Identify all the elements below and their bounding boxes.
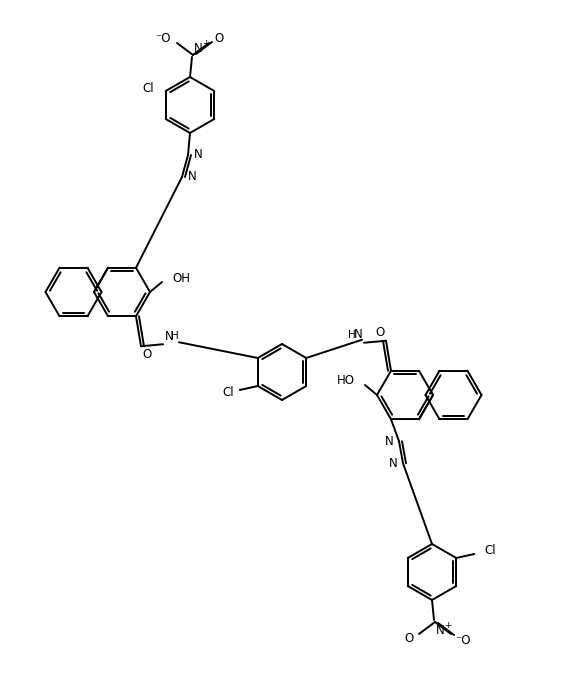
- Text: +: +: [202, 40, 210, 48]
- Text: O: O: [404, 632, 414, 644]
- Text: N: N: [389, 456, 397, 470]
- Text: H: H: [348, 329, 356, 340]
- Text: Cl: Cl: [484, 544, 496, 556]
- Text: ⁻O: ⁻O: [455, 634, 471, 646]
- Text: O: O: [142, 348, 152, 361]
- Text: N: N: [353, 328, 363, 341]
- Text: OH: OH: [172, 272, 190, 285]
- Text: N: N: [385, 435, 393, 447]
- Text: +: +: [444, 621, 452, 630]
- Text: H: H: [171, 332, 179, 341]
- Text: O: O: [376, 326, 385, 339]
- Text: N: N: [165, 329, 173, 343]
- Text: N: N: [188, 170, 197, 184]
- Text: HO: HO: [337, 375, 355, 387]
- Text: N: N: [194, 43, 202, 56]
- Text: ⁻O: ⁻O: [156, 33, 171, 45]
- Text: Cl: Cl: [142, 82, 153, 96]
- Text: O: O: [214, 33, 223, 45]
- Text: Cl: Cl: [222, 385, 234, 399]
- Text: N: N: [194, 149, 202, 161]
- Text: N: N: [435, 623, 445, 637]
